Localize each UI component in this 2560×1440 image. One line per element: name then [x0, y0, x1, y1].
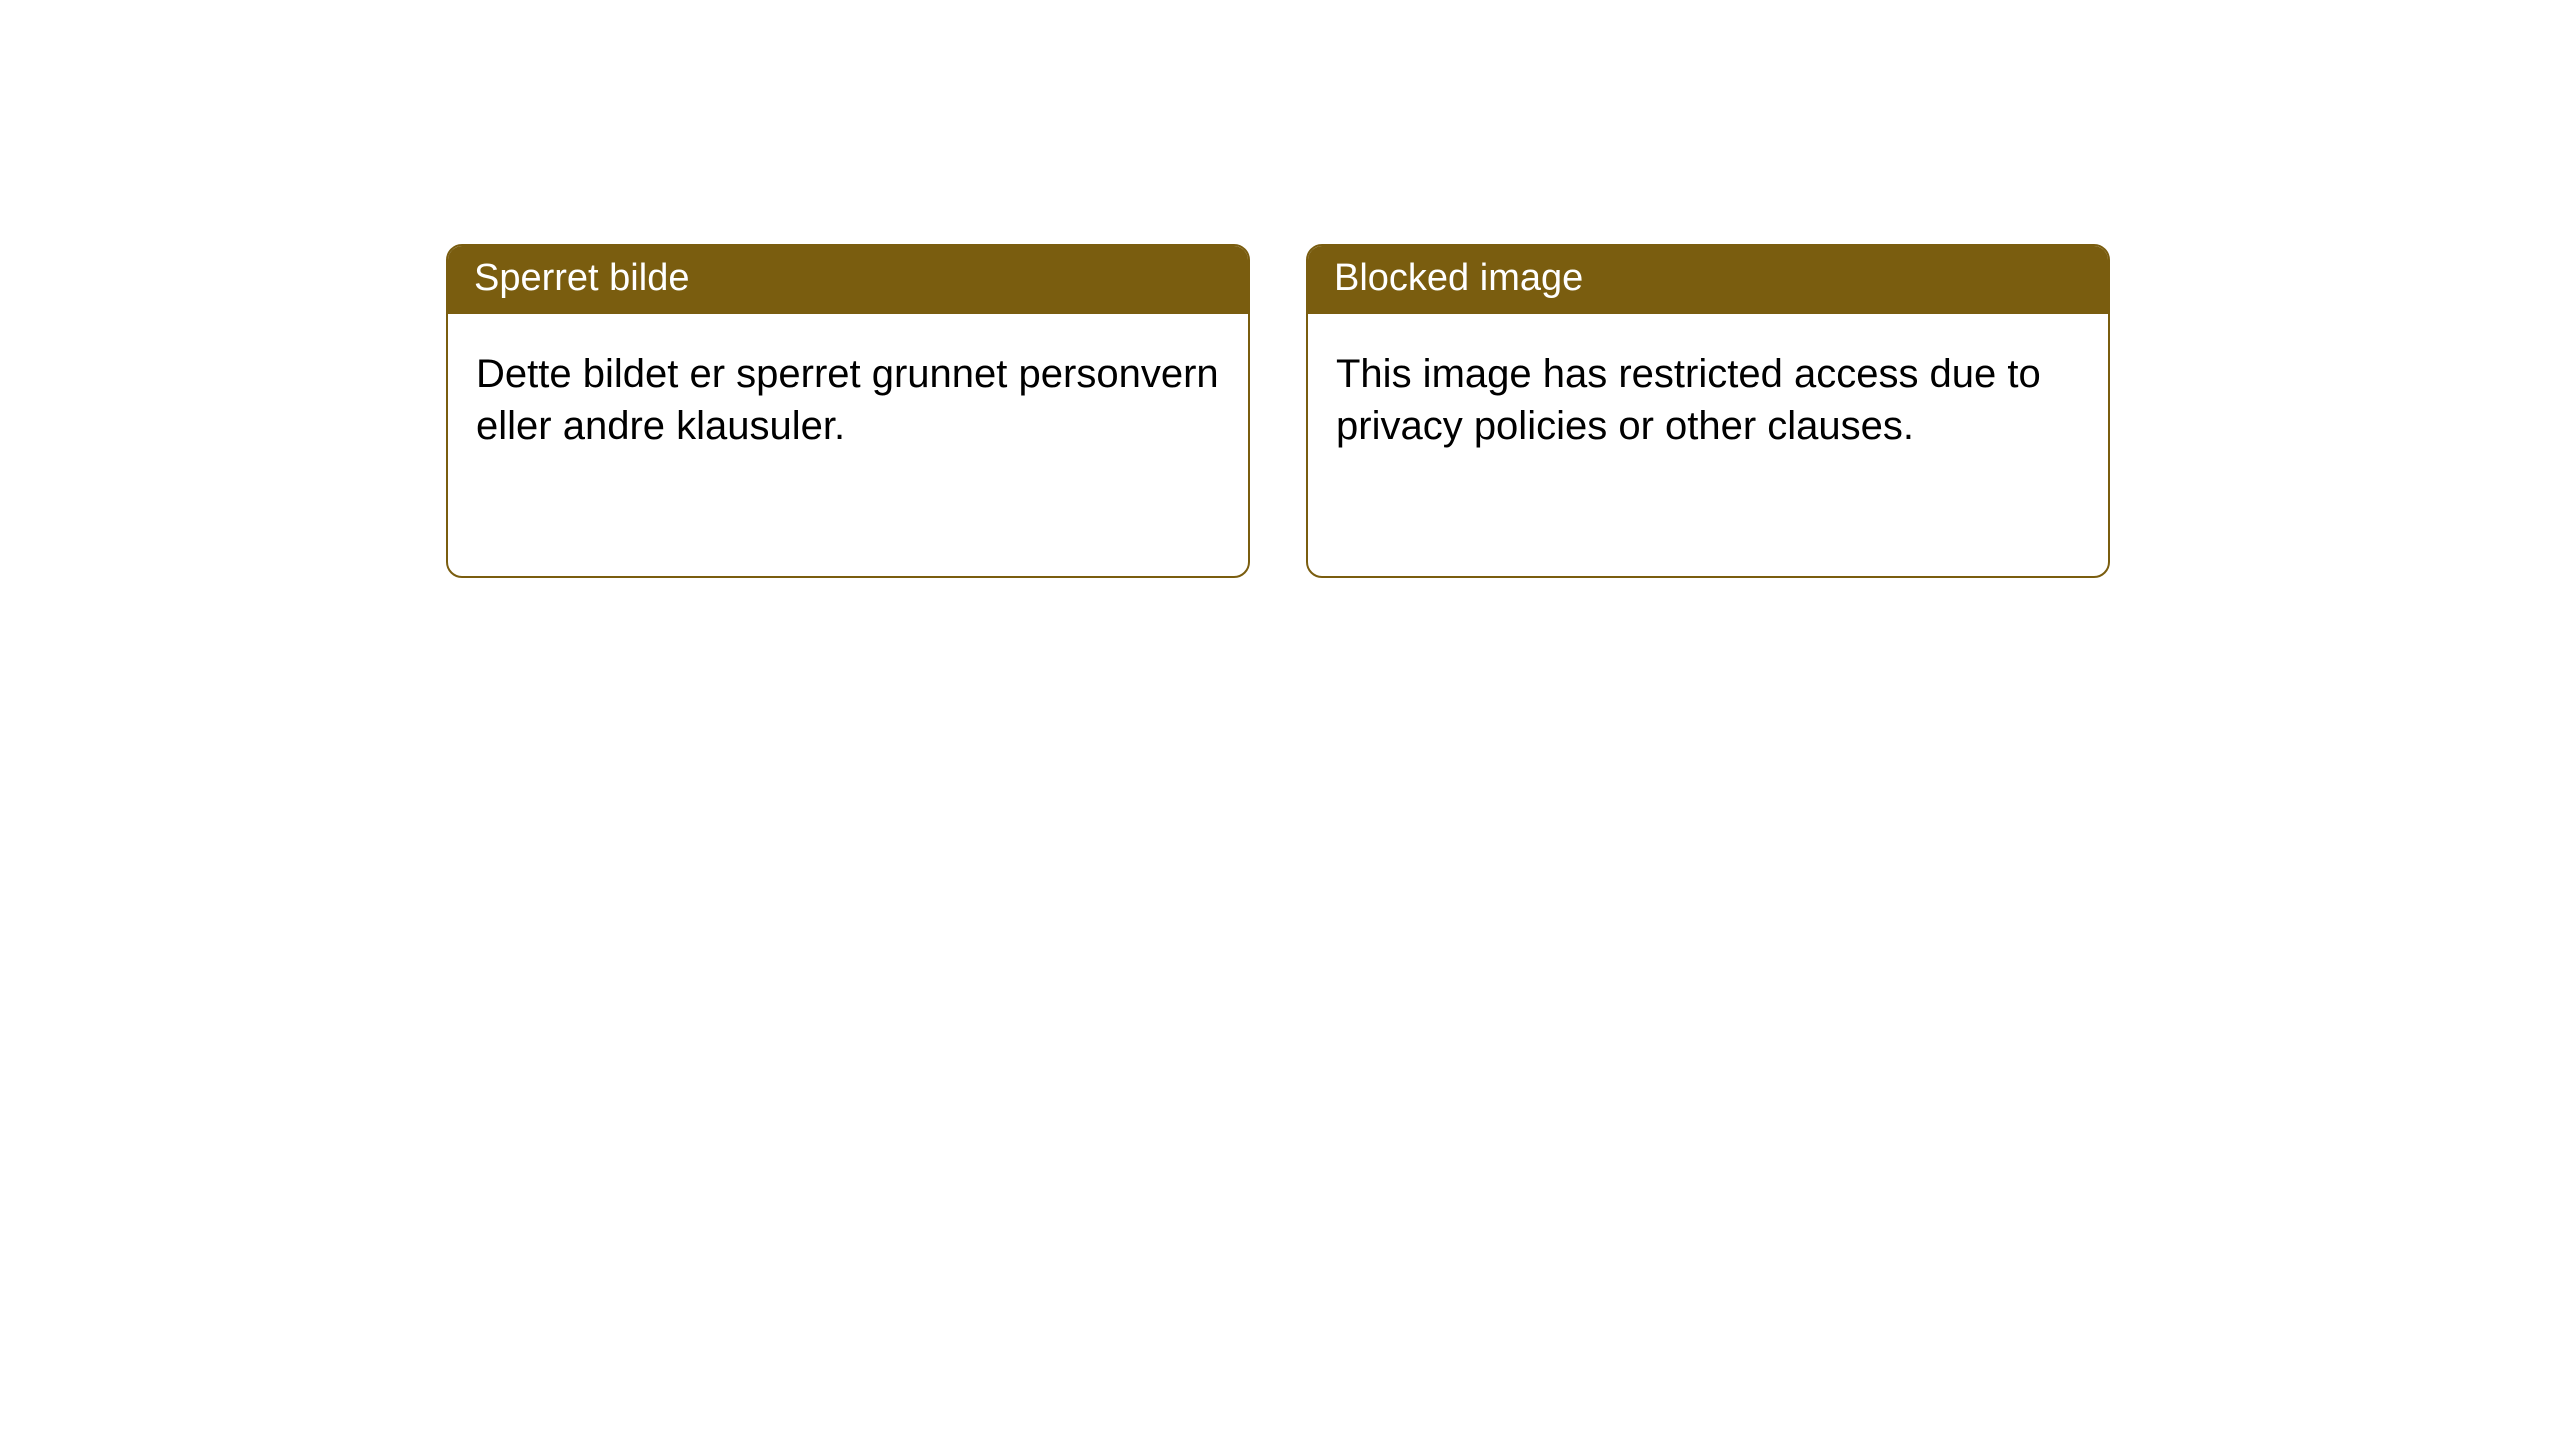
notice-header: Sperret bilde: [448, 246, 1248, 314]
notice-header: Blocked image: [1308, 246, 2108, 314]
notice-container: Sperret bilde Dette bildet er sperret gr…: [0, 0, 2560, 578]
notice-body: This image has restricted access due to …: [1308, 314, 2108, 488]
notice-body: Dette bildet er sperret grunnet personve…: [448, 314, 1248, 488]
notice-card-norwegian: Sperret bilde Dette bildet er sperret gr…: [446, 244, 1250, 578]
notice-card-english: Blocked image This image has restricted …: [1306, 244, 2110, 578]
